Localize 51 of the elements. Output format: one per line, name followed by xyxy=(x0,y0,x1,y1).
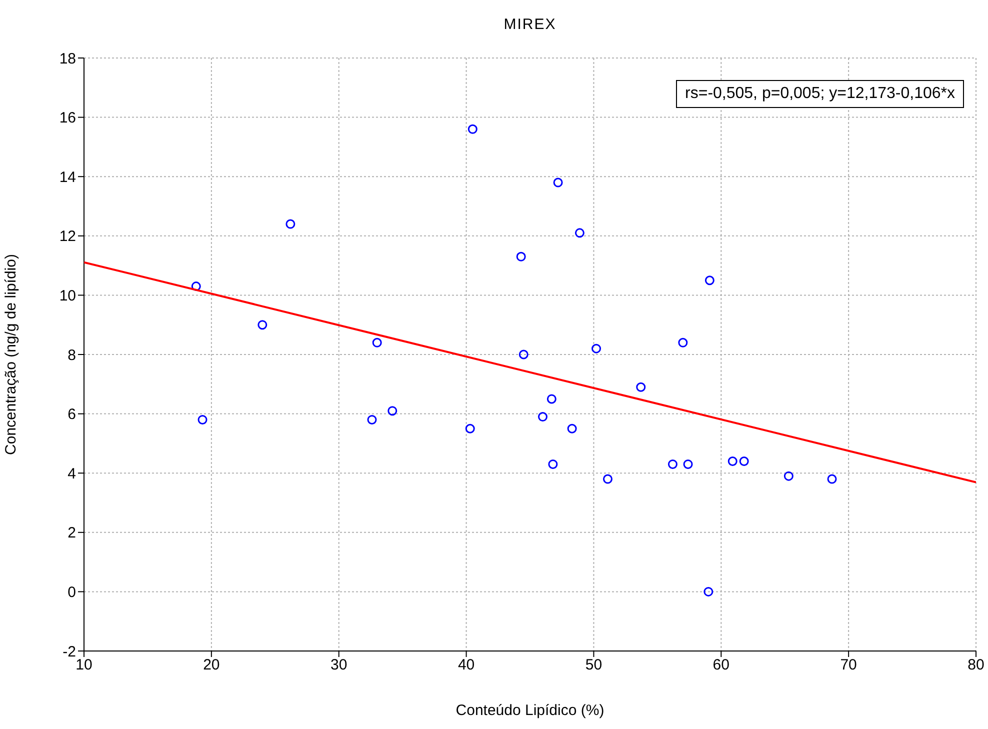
point xyxy=(704,276,714,286)
point xyxy=(367,414,377,424)
y-tick-label: 18 xyxy=(59,50,76,68)
point xyxy=(258,320,268,330)
x-tick-label: 60 xyxy=(712,656,730,674)
point xyxy=(683,459,693,469)
point xyxy=(465,424,475,434)
point xyxy=(516,252,526,262)
y-tick-label: 2 xyxy=(68,524,76,542)
x-tick-label: 70 xyxy=(840,656,857,674)
point xyxy=(784,471,794,481)
x-tick-label: 50 xyxy=(585,656,602,674)
point xyxy=(548,459,558,469)
point xyxy=(468,124,478,134)
point xyxy=(553,178,563,188)
point xyxy=(728,456,738,466)
point xyxy=(567,424,577,434)
point xyxy=(678,338,688,348)
point xyxy=(538,412,548,422)
y-tick-label: 14 xyxy=(59,168,76,186)
point xyxy=(636,382,646,392)
y-tick-label: 16 xyxy=(59,110,76,127)
point xyxy=(198,414,208,424)
point xyxy=(827,474,837,484)
y-tick-label: 6 xyxy=(68,406,76,424)
x-axis-title: Conteúdo Lipídico (%) xyxy=(456,702,604,719)
y-tick-label: 4 xyxy=(68,465,76,482)
point xyxy=(574,228,584,238)
annotation: rs=-0,505, p=0,005; y=12,173-0,106*x xyxy=(676,80,964,108)
x-tick-label: 80 xyxy=(968,656,984,674)
point xyxy=(191,282,201,292)
point xyxy=(286,219,296,229)
y-tick-label: 8 xyxy=(68,346,76,364)
chart-title: MIREX xyxy=(502,16,558,33)
x-tick-label: 40 xyxy=(458,656,475,674)
point xyxy=(388,406,398,416)
y-tick-label: -2 xyxy=(62,643,76,660)
point xyxy=(668,459,678,469)
point xyxy=(372,338,382,348)
y-tick-label: 10 xyxy=(59,288,76,305)
x-tick-label: 20 xyxy=(203,656,220,674)
x-tick-label: 30 xyxy=(330,656,348,674)
point xyxy=(546,394,556,404)
y-tick-label: 0 xyxy=(68,584,76,602)
point xyxy=(602,474,612,484)
point xyxy=(704,586,714,596)
point xyxy=(518,350,528,360)
y-tick-label: 12 xyxy=(59,228,76,246)
point xyxy=(592,344,602,354)
point xyxy=(739,456,749,466)
y-axis-title: Concentração (ng/g de lipídio) xyxy=(2,254,20,455)
